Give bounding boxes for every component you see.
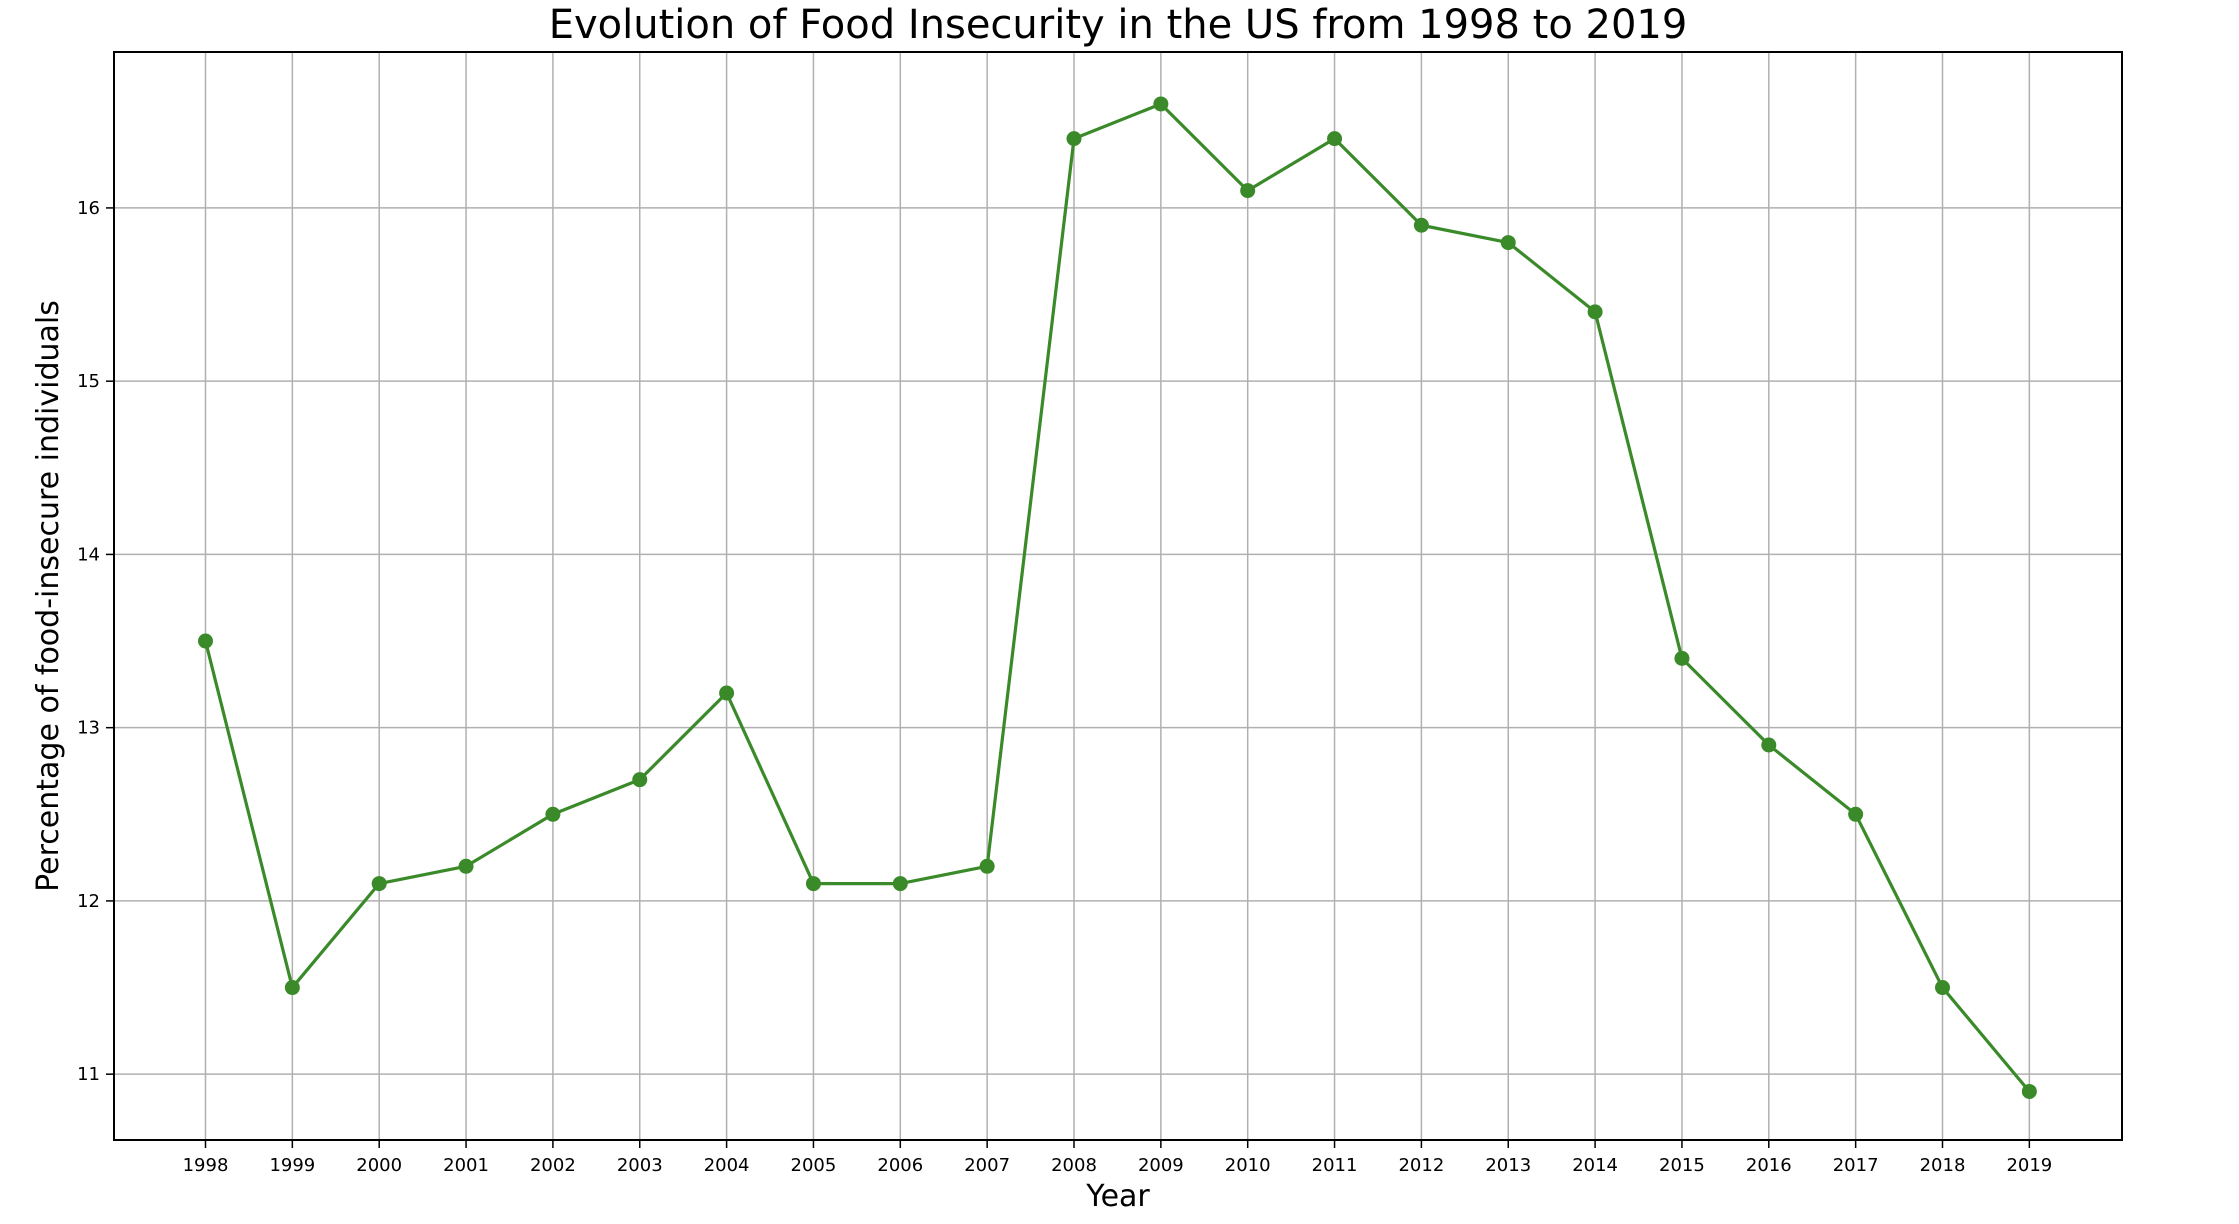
y-tick-label: 11 (77, 1064, 100, 1085)
x-tick-label: 2013 (1485, 1155, 1531, 1176)
x-tick-label: 2017 (1833, 1155, 1879, 1176)
x-tick-label: 2016 (1746, 1155, 1792, 1176)
data-point (979, 858, 995, 874)
y-tick-label: 13 (77, 718, 100, 739)
data-point (1066, 131, 1082, 147)
y-tick-label: 16 (77, 198, 100, 219)
x-tick-label: 2004 (704, 1155, 750, 1176)
chart-title: Evolution of Food Insecurity in the US f… (549, 2, 1688, 48)
x-tick-label: 2009 (1138, 1155, 1184, 1176)
data-point (1413, 217, 1429, 233)
y-tick-label: 14 (77, 544, 100, 565)
data-point (1935, 980, 1950, 996)
x-tick-label: 2012 (1398, 1155, 1444, 1176)
data-point (458, 858, 474, 874)
data-point (284, 980, 300, 996)
ticks: 1998 1999 2000 2001 2002 2003 2004 2005 2006 2007… (77, 198, 2052, 1176)
x-tick-label: 2015 (1659, 1155, 1705, 1176)
data-point (1500, 235, 1516, 251)
x-tick-label: 2003 (617, 1155, 663, 1176)
x-tick-label: 1998 (183, 1155, 229, 1176)
data-point (805, 876, 821, 892)
x-tick-label: 2001 (443, 1155, 489, 1176)
data-point (1674, 650, 1690, 666)
data-point (892, 876, 908, 892)
series-layer (198, 96, 2037, 1099)
x-tick-label: 2007 (964, 1155, 1010, 1176)
x-tick-label: 1999 (269, 1155, 315, 1176)
x-tick-label: 2006 (877, 1155, 923, 1176)
x-tick-label: 2019 (2006, 1155, 2052, 1176)
x-tick-label: 2000 (356, 1155, 402, 1176)
y-axis-label: Percentage of food-insecure individuals (31, 300, 66, 892)
x-tick-label: 2008 (1051, 1155, 1097, 1176)
data-point (1327, 131, 1343, 147)
y-tick-label: 12 (77, 891, 100, 912)
x-tick-label: 2005 (791, 1155, 837, 1176)
data-point (632, 772, 648, 788)
data-point (198, 633, 213, 649)
grid (114, 52, 2122, 1140)
data-point (371, 876, 387, 892)
data-point (1153, 96, 1169, 112)
data-point (545, 806, 561, 822)
plot-frame (113, 51, 2123, 1141)
data-point (1761, 737, 1777, 753)
x-tick-label: 2011 (1312, 1155, 1358, 1176)
x-tick-label: 2014 (1572, 1155, 1618, 1176)
y-tick-label: 15 (77, 371, 100, 392)
x-tick-label: 2002 (530, 1155, 576, 1176)
data-point (719, 685, 735, 701)
series-line (203, 102, 2031, 1093)
data-point (2021, 1083, 2037, 1099)
data-point (1587, 304, 1603, 320)
data-point (1240, 183, 1256, 199)
x-tick-label: 2018 (1920, 1155, 1966, 1176)
x-tick-label: 2010 (1225, 1155, 1271, 1176)
x-axis-label: Year (1085, 1179, 1150, 1214)
data-point (1848, 806, 1864, 822)
